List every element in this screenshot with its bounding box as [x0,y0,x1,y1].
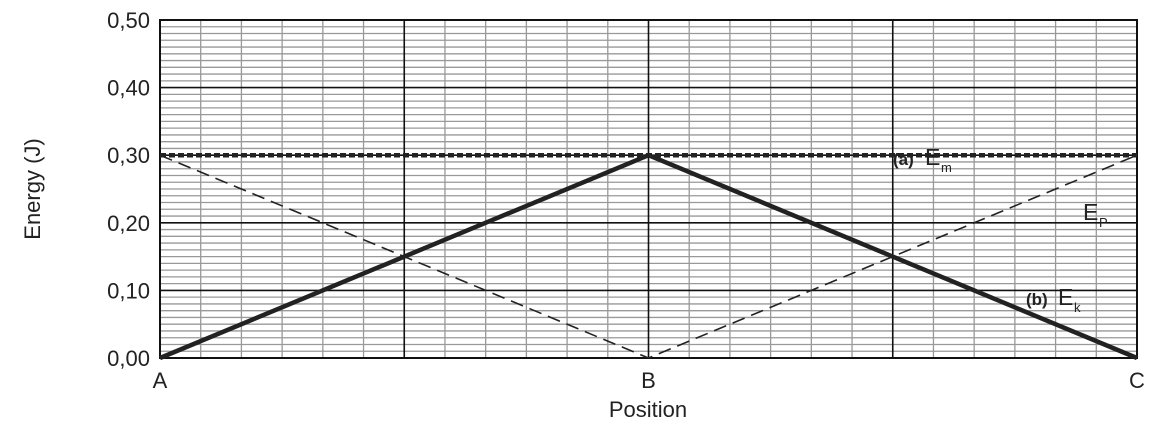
series-label-subscript: P [1099,215,1108,230]
x-category-label: A [153,368,168,393]
series-label-prefix: (b) [1026,290,1048,309]
series-lines [159,152,1138,361]
y-tick-label: 0,00 [107,346,150,371]
series-label-name: E [1058,284,1073,310]
series-label-subscript: k [1074,300,1081,315]
y-tick-label: 0,40 [107,76,150,101]
series-label-subscript: m [941,160,952,175]
x-category-label: C [1129,368,1145,393]
y-tick-label: 0,20 [107,211,150,236]
series-line-ek [159,152,1138,361]
series-label-name: E [925,144,940,170]
x-category-label: B [641,368,656,393]
x-axis-title: Position [609,397,687,422]
y-tick-labels: 0,00 0,10 0,20 0,30 0,40 0,50 [107,8,150,371]
y-tick-label: 0,50 [107,8,150,33]
y-axis-title: Energy (J) [20,138,45,239]
series-label-name: E [1083,199,1098,225]
y-tick-label: 0,30 [107,143,150,168]
y-tick-label: 0,10 [107,278,150,303]
x-category-labels: A B C [153,368,1145,393]
series-line-ep [159,154,1138,359]
series-label-prefix: (a) [893,150,914,169]
